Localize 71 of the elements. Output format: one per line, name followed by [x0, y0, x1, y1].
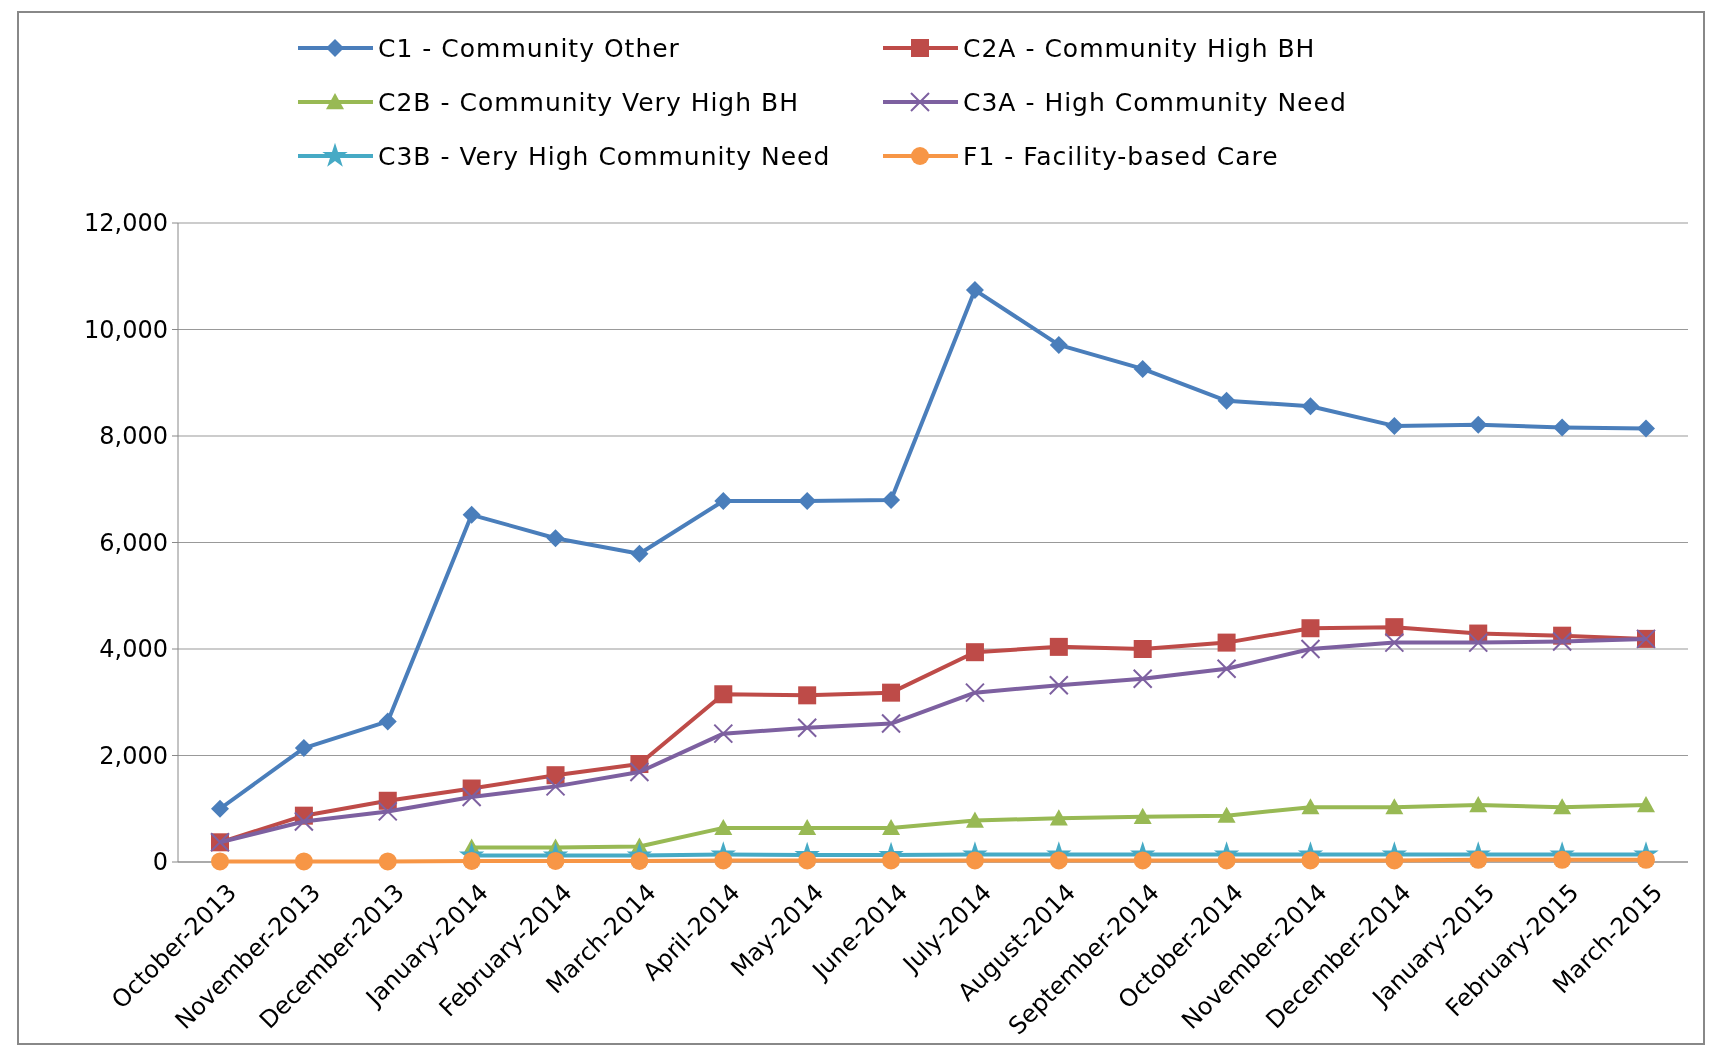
legend-label: C2B - Community Very High BH: [378, 87, 799, 117]
point: [1133, 359, 1152, 378]
legend-label: C3B - Very High Community Need: [378, 141, 831, 171]
point: [1552, 631, 1573, 652]
point: [1217, 633, 1236, 652]
point: [211, 799, 229, 818]
y-tick-label: 0: [152, 848, 168, 877]
y-tick-label: 12,000: [84, 209, 168, 238]
point: [294, 739, 313, 758]
point: [546, 529, 565, 548]
legend-label: F1 - Facility-based Care: [963, 141, 1279, 171]
point: [798, 818, 817, 836]
point: [1384, 632, 1405, 653]
point: [377, 801, 398, 822]
y-tick-label: 8,000: [99, 422, 168, 451]
y-tick-label: 10,000: [84, 315, 168, 344]
y-tick-label: 6,000: [99, 528, 168, 557]
legend-label: C3A - High Community Need: [963, 87, 1347, 117]
point: [881, 713, 902, 734]
point: [378, 712, 397, 731]
point: [1468, 632, 1489, 653]
point: [1301, 397, 1320, 416]
point: [882, 490, 901, 509]
point: [714, 491, 733, 510]
point: [1301, 619, 1320, 638]
point: [461, 787, 482, 808]
point: [1133, 807, 1152, 824]
point: [882, 683, 901, 702]
point: [1553, 798, 1572, 815]
point: [713, 723, 734, 744]
point: [1217, 806, 1236, 823]
point: [965, 281, 984, 300]
y-tick-label: 4,000: [99, 635, 168, 664]
point: [1637, 419, 1655, 438]
point: [1133, 640, 1152, 658]
point: [211, 852, 229, 871]
point: [629, 762, 650, 783]
point: [1049, 335, 1068, 354]
point: [378, 852, 397, 871]
point: [293, 811, 314, 832]
point: [965, 811, 984, 828]
point: [1385, 416, 1404, 435]
point: [714, 685, 733, 704]
point: [1637, 796, 1655, 813]
point: [545, 776, 566, 797]
point: [1553, 418, 1572, 437]
point: [294, 852, 313, 871]
point: [714, 818, 733, 836]
point: [1300, 639, 1321, 659]
point: [1132, 668, 1153, 689]
y-tick-label: 2,000: [99, 741, 168, 770]
point: [1469, 796, 1488, 813]
point: [882, 818, 901, 836]
point: [797, 717, 818, 738]
point: [964, 682, 985, 703]
point: [798, 686, 817, 705]
point: [1469, 415, 1488, 434]
point: [462, 505, 481, 524]
point: [1385, 618, 1404, 637]
point: [798, 491, 817, 510]
point: [1217, 391, 1236, 410]
point: [965, 643, 984, 662]
point: [1385, 798, 1404, 815]
point: [1216, 658, 1237, 679]
point: [1049, 809, 1068, 826]
point: [1301, 798, 1320, 815]
legend-label: C1 - Community Other: [378, 33, 680, 63]
point: [1049, 637, 1068, 656]
point: [1048, 675, 1069, 696]
legend-label: C2A - Community High BH: [963, 33, 1316, 63]
point: [630, 544, 649, 563]
